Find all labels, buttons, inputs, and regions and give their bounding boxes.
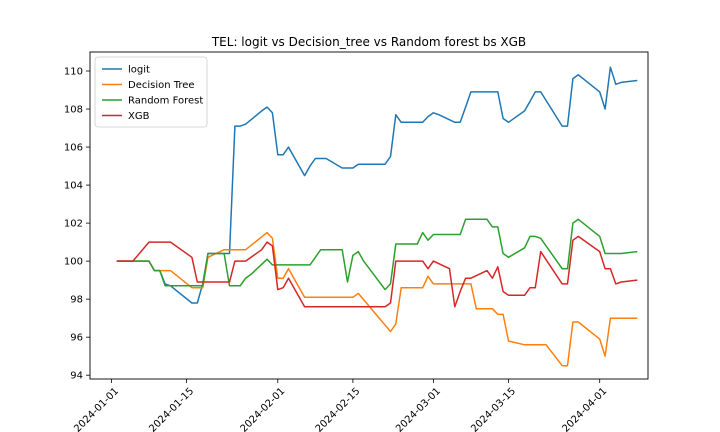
legend-label: XGB [128,111,150,122]
y-axis: 94 96 98 100 102 104 106 108 110 [64,67,90,382]
y-tick-label: 102 [64,219,83,230]
y-tick-label: 96 [70,333,83,344]
series-line-xgb [116,235,638,308]
y-tick-label: 104 [64,181,83,192]
legend-box [94,56,208,128]
series-layer [116,66,638,367]
legend-label: Decision Tree [128,80,195,91]
legend: logit Decision Tree Random Forest XGB [94,56,208,128]
series-line-random-forest [116,218,638,291]
y-tick-label: 98 [70,295,83,306]
y-tick-label: 108 [64,105,83,116]
chart-title: TEL: logit vs Decision_tree vs Random fo… [211,35,526,49]
y-tick-label: 94 [70,371,83,382]
legend-label: Random Forest [128,96,203,107]
y-tick-label: 100 [64,257,83,268]
series-line-decision-tree [116,231,638,367]
plot-frame [89,51,649,380]
legend-label: logit [128,65,150,76]
y-tick-label: 106 [64,143,83,154]
y-tick-label: 110 [64,67,83,78]
